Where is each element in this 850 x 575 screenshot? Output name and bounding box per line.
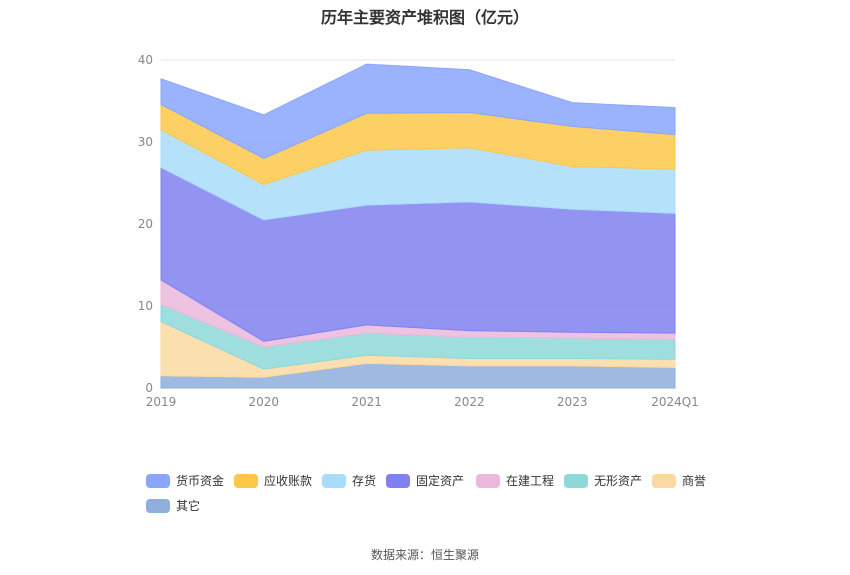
x-tick-label: 2019: [146, 395, 177, 409]
area-series-货币资金: [160, 63, 676, 159]
x-tick-label: 2023: [557, 395, 588, 409]
chart-title: 历年主要资产堆积图（亿元）: [320, 8, 529, 27]
legend-label: 其它: [176, 499, 201, 513]
x-tick-label: 2022: [454, 395, 485, 409]
y-tick-label: 40: [138, 53, 153, 67]
y-tick-label: 0: [145, 381, 153, 395]
legend-item[interactable]: 无形资产: [564, 472, 642, 489]
legend-item[interactable]: 货币资金: [146, 472, 224, 489]
legend-swatch: [386, 473, 410, 488]
y-tick-label: 20: [138, 217, 153, 231]
legend-label: 固定资产: [416, 474, 465, 488]
legend-swatch: [476, 473, 500, 488]
legend-swatch: [146, 498, 170, 513]
legend-label: 存货: [352, 474, 377, 488]
legend-swatch: [652, 473, 676, 488]
x-tick-label: 2021: [351, 395, 382, 409]
y-tick-label: 30: [138, 135, 153, 149]
x-tick-label: 2024Q1: [651, 395, 699, 409]
legend-swatch: [146, 473, 170, 488]
legend-item[interactable]: 其它: [146, 497, 200, 514]
legend-swatch: [322, 473, 346, 488]
legend-item[interactable]: 商誉: [652, 472, 706, 489]
y-tick-label: 10: [138, 299, 153, 313]
legend-item[interactable]: 在建工程: [476, 472, 554, 489]
data-source: 数据来源：恒生聚源: [370, 548, 479, 562]
legend-swatch: [564, 473, 588, 488]
legend-item[interactable]: 固定资产: [386, 472, 464, 489]
legend-label: 货币资金: [176, 474, 225, 488]
x-tick-label: 2020: [249, 395, 280, 409]
legend-label: 无形资产: [594, 474, 643, 488]
legend-label: 应收账款: [264, 474, 313, 488]
legend-swatch: [234, 473, 258, 488]
legend-label: 商誉: [682, 474, 707, 488]
legend-label: 在建工程: [506, 474, 555, 488]
legend-item[interactable]: 存货: [322, 472, 376, 489]
legend-item[interactable]: 应收账款: [234, 472, 312, 489]
